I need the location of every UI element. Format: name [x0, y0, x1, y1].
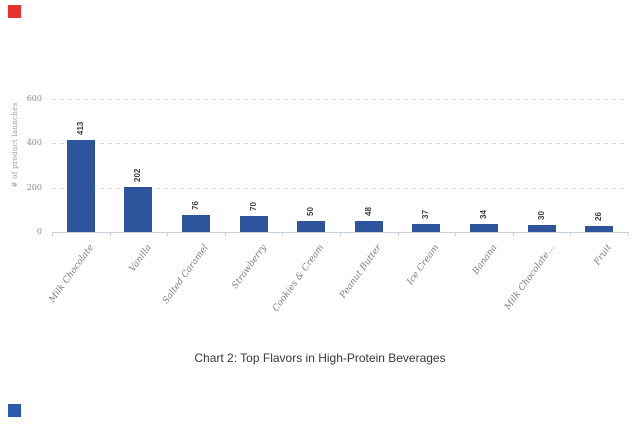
bar: [66, 140, 95, 232]
bar-value-text: 48: [363, 207, 373, 217]
gridline: [52, 143, 628, 145]
bar-value-text: 26: [594, 212, 604, 222]
axis-tick: [224, 232, 226, 236]
red-marker-square: [8, 5, 21, 18]
bar-value-text: 30: [536, 211, 546, 221]
bar: [297, 220, 326, 232]
bar-value-text: 413: [75, 122, 85, 136]
axis-tick: [397, 232, 399, 236]
bar: [527, 225, 556, 232]
bar-value-text: 37: [421, 209, 431, 219]
axis-tick: [340, 232, 341, 236]
axis-tick: [109, 232, 111, 236]
x-category-text: Strawberry: [230, 243, 269, 291]
y-tick-label: 600: [26, 94, 42, 103]
bar-value-text: 70: [248, 202, 258, 212]
bar-value-text: 34: [479, 210, 488, 220]
x-category-text: Vanilla: [127, 243, 154, 274]
x-category-text: Cookies & Cream: [271, 243, 327, 314]
y-tick-label: 0: [36, 227, 42, 236]
bar-value-text: 76: [191, 201, 200, 211]
bar: [470, 224, 498, 232]
bar: [182, 215, 210, 232]
x-category-text: Milk Chocolate: [47, 243, 96, 305]
axis-tick: [628, 232, 629, 236]
gridline: [52, 99, 628, 100]
axis-tick: [570, 232, 572, 236]
axis-tick: [167, 232, 169, 236]
x-category-text: Ice Cream: [405, 243, 442, 288]
axis-tick: [282, 232, 284, 236]
axis-tick: [455, 232, 457, 236]
bar: [585, 226, 614, 232]
x-category-text: Fruit: [592, 243, 615, 268]
blue-marker-square: [8, 404, 21, 417]
axis-tick: [512, 232, 514, 236]
gridline: [52, 187, 628, 189]
axis-tick: [52, 232, 53, 236]
bar-value-text: 50: [306, 207, 316, 216]
bar: [239, 216, 268, 232]
x-category-text: Peanut Butter: [338, 243, 384, 301]
chart-caption: Chart 2: Top Flavors in High-Protein Bev…: [194, 351, 446, 365]
bar: [354, 221, 383, 232]
y-tick-label: 400: [26, 138, 42, 148]
x-category-text: Milk Chocolate…: [502, 243, 557, 313]
y-tick-label: 200: [26, 182, 42, 192]
bar: [412, 223, 441, 232]
x-category-text: Banana: [470, 243, 500, 277]
bar-value-text: 202: [133, 168, 143, 183]
x-category-text: Salted Caramel: [161, 243, 212, 307]
bar: [124, 187, 153, 232]
